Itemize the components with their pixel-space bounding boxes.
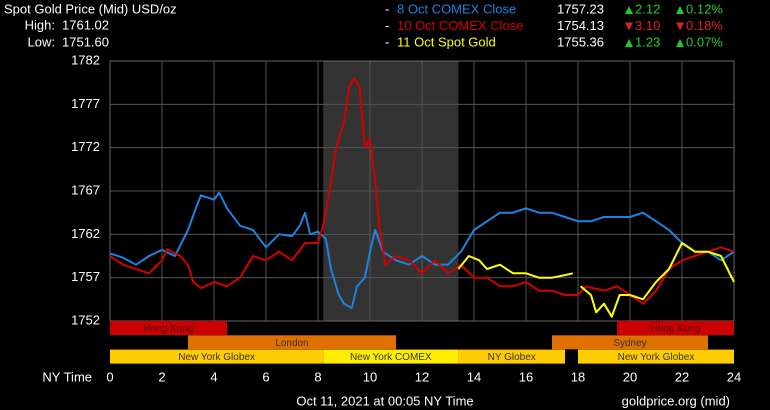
x-tick-label: 4 bbox=[210, 369, 217, 384]
y-tick-label: 1772 bbox=[71, 139, 100, 154]
y-tick-label: 1767 bbox=[71, 182, 100, 197]
legend-change-pct: 0.07% bbox=[686, 34, 723, 49]
session-bar bbox=[110, 321, 227, 335]
arrow-up bbox=[625, 6, 633, 14]
x-tick-label: 14 bbox=[467, 369, 481, 384]
session-label: New York COMEX bbox=[350, 352, 432, 363]
session-bar bbox=[458, 349, 565, 364]
session-bar bbox=[578, 349, 734, 364]
y-tick-label: 1777 bbox=[71, 96, 100, 111]
legend-dash: - bbox=[385, 34, 389, 49]
y-tick-label: 1782 bbox=[71, 52, 100, 67]
low-label: Low: bbox=[28, 34, 55, 49]
y-tick-label: 1752 bbox=[71, 312, 100, 327]
y-tick-label: 1762 bbox=[71, 226, 100, 241]
session-label: New York Globex bbox=[178, 352, 255, 363]
x-tick-label: 10 bbox=[363, 369, 377, 384]
footer: Oct 11, 2021 at 00:05 NY Time bbox=[296, 393, 473, 408]
y-tick-label: 1757 bbox=[71, 269, 100, 284]
legend-change-pct: 0.18% bbox=[686, 18, 723, 33]
x-tick-label: 24 bbox=[727, 369, 741, 384]
session-label: New York Globex bbox=[618, 352, 695, 363]
chart-title: Spot Gold Price (Mid) USD/oz bbox=[4, 1, 177, 16]
source: goldprice.org (mid) bbox=[622, 393, 730, 408]
low-value: 1751.60 bbox=[62, 34, 109, 49]
session-bar bbox=[617, 321, 734, 335]
x-tick-label: 18 bbox=[571, 369, 585, 384]
session-label: Hong Kong bbox=[650, 324, 700, 335]
session-label: NY Globex bbox=[488, 352, 536, 363]
legend-name: 8 Oct COMEX Close bbox=[397, 1, 516, 16]
legend-name: 11 Oct Spot Gold bbox=[397, 34, 496, 49]
high-value: 1761.02 bbox=[62, 17, 109, 32]
high-label: High: bbox=[25, 17, 55, 32]
legend-close: 1755.36 bbox=[557, 34, 604, 49]
legend-close: 1754.13 bbox=[557, 18, 604, 33]
legend-name: 10 Oct COMEX Close bbox=[397, 18, 523, 33]
arrow-down bbox=[625, 22, 633, 31]
series-line bbox=[109, 191, 735, 309]
legend-change: 1.23 bbox=[635, 34, 660, 49]
x-tick-label: 6 bbox=[262, 369, 269, 384]
series-line bbox=[109, 77, 735, 305]
session-label: London bbox=[275, 338, 308, 349]
x-tick-label: 16 bbox=[519, 369, 533, 384]
arrow-up bbox=[676, 6, 684, 14]
session-label: Hong Kong bbox=[143, 324, 193, 335]
arrow-up bbox=[625, 39, 633, 47]
session-bar bbox=[552, 335, 708, 350]
session-bar bbox=[110, 349, 324, 364]
arrow-up bbox=[676, 39, 684, 47]
x-tick-label: 20 bbox=[623, 369, 637, 384]
x-tick-label: 8 bbox=[314, 369, 321, 384]
session-bar bbox=[323, 349, 459, 364]
x-tick-label: 22 bbox=[675, 369, 689, 384]
x-tick-label: 12 bbox=[415, 369, 429, 384]
x-tick-label: 0 bbox=[106, 369, 113, 384]
legend-change: 2.12 bbox=[635, 1, 660, 16]
series-line bbox=[457, 242, 735, 318]
session-label: Sydney bbox=[613, 338, 646, 349]
plot-border bbox=[109, 60, 735, 322]
legend-change-pct: 0.12% bbox=[686, 1, 723, 16]
arrow-down bbox=[676, 22, 684, 31]
x-tick-label: 2 bbox=[158, 369, 165, 384]
legend-close: 1757.23 bbox=[557, 1, 604, 16]
legend-dash: - bbox=[385, 1, 389, 16]
legend-dash: - bbox=[385, 18, 389, 33]
legend-change: 3.10 bbox=[635, 18, 660, 33]
x-axis-label: NY Time bbox=[42, 369, 92, 384]
session-bar bbox=[188, 335, 396, 350]
